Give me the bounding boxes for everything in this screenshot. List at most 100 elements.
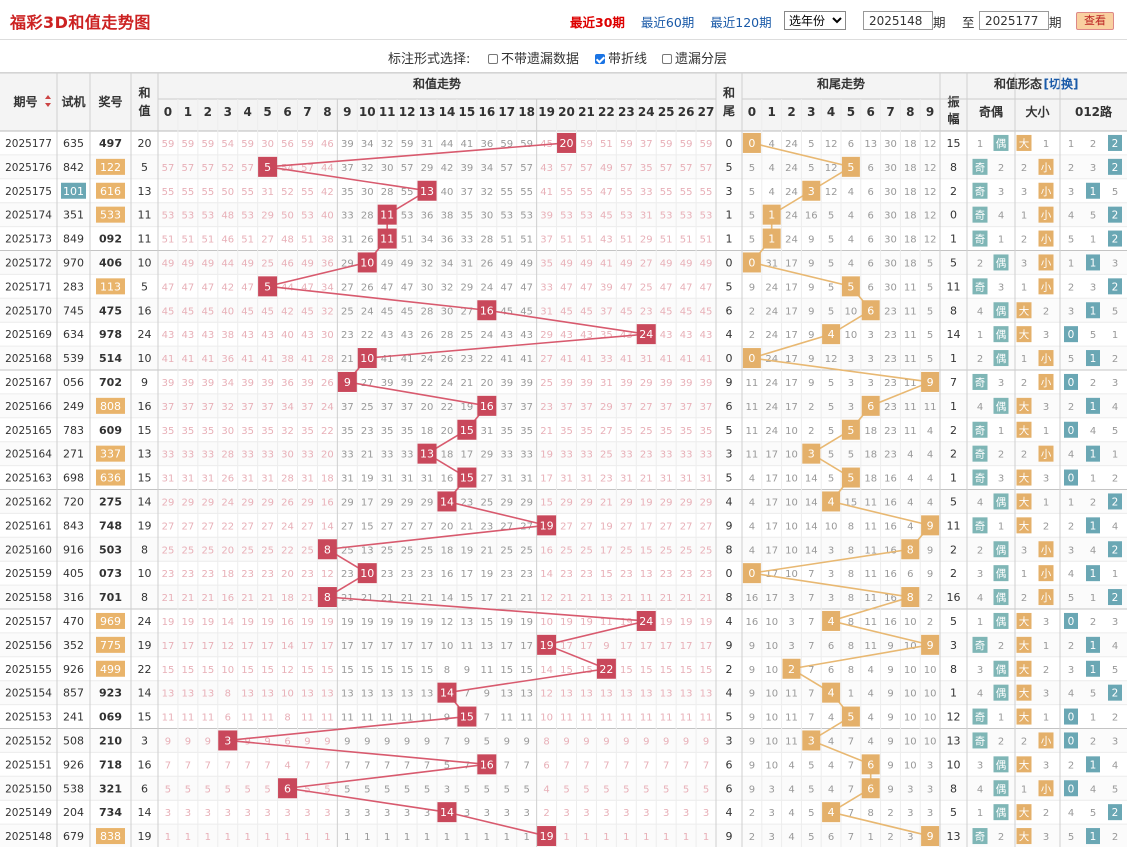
road-mark <box>1064 373 1078 390</box>
miss-value: 27 <box>401 521 414 532</box>
miss-value: 11 <box>904 378 917 389</box>
miss-value: 13 <box>680 689 693 700</box>
prize-cell: 636 <box>100 472 121 485</box>
miss-value: 13 <box>600 593 613 604</box>
recent-120-link[interactable]: 最近120期 <box>710 15 772 30</box>
miss-value: 31 <box>381 474 394 485</box>
miss-value: 12 <box>924 235 937 246</box>
big-small-label: 小 <box>1041 353 1052 365</box>
odd-even-mark <box>972 182 988 199</box>
tail-cell: 1 <box>726 209 733 222</box>
period-from-input[interactable] <box>863 11 933 30</box>
sum-column-header: 18 <box>518 105 535 119</box>
miss-value: 34 <box>421 235 434 246</box>
big-small-mark <box>1016 469 1032 486</box>
miss-value: 41 <box>182 354 195 365</box>
miss-value: 41 <box>241 354 254 365</box>
miss-value: 39 <box>700 378 713 389</box>
option-miss-layer[interactable]: 遗漏分层 <box>662 48 727 67</box>
tail-mark-label: 5 <box>847 424 854 437</box>
no-miss-checkbox[interactable] <box>488 54 498 64</box>
miss-value: 39 <box>461 163 474 174</box>
miss-value: 7 <box>464 689 470 700</box>
sum-cell: 24 <box>138 615 152 628</box>
amplitude-cell: 5 <box>950 615 957 628</box>
miss-value: 2 <box>543 808 549 819</box>
test-cell: 508 <box>63 734 84 747</box>
miss-value: 6 <box>868 211 874 222</box>
miss-value: 37 <box>401 402 414 413</box>
option-polyline[interactable]: 带折线 <box>595 48 647 67</box>
amplitude-cell: 2 <box>950 448 957 461</box>
miss-value: 45 <box>660 306 673 317</box>
period-to-input[interactable] <box>979 11 1049 30</box>
miss-value: 55 <box>301 187 314 198</box>
miss-value: 19 <box>421 617 434 628</box>
miss-value: 57 <box>680 163 693 174</box>
miss-value: 13 <box>341 689 354 700</box>
miss-value: 47 <box>500 282 513 293</box>
period-cell: 2025155 <box>5 664 52 676</box>
miss-value: 57 <box>620 163 633 174</box>
miss-value: 32 <box>221 402 234 413</box>
polyline-checkbox[interactable] <box>595 54 605 64</box>
switch-link[interactable]: [切换] <box>1044 76 1079 91</box>
sum-column-header: 13 <box>419 105 436 119</box>
year-select[interactable]: 选年份 <box>784 11 846 30</box>
miss-value: 14 <box>805 545 818 556</box>
miss-value: 23 <box>640 450 653 461</box>
miss-value: 5 <box>828 426 834 437</box>
miss-value: 33 <box>580 450 593 461</box>
miss-value: 59 <box>680 139 693 150</box>
row-stripe <box>0 585 1127 609</box>
tail-column-header: 0 <box>748 105 756 119</box>
miss-value: 5 <box>927 354 933 365</box>
tail-cell: 5 <box>726 472 733 485</box>
road-mark <box>1086 565 1100 582</box>
miss-value: 2 <box>887 832 893 843</box>
option-no-miss[interactable]: 不带遗漏数据 <box>488 48 579 67</box>
miss-value: 17 <box>580 641 593 652</box>
miss-value: 15 <box>401 665 414 676</box>
miss-value: 19 <box>500 617 513 628</box>
miss-value: 7 <box>583 760 589 771</box>
miss-value: 16 <box>221 593 234 604</box>
miss-value: 9 <box>808 258 814 269</box>
miss-value: 18 <box>281 593 294 604</box>
miss-value: 4 <box>828 784 834 795</box>
amplitude-header: 振 <box>947 94 959 109</box>
miss-value: 1 <box>683 832 689 843</box>
miss-value: 21 <box>461 521 474 532</box>
miss-value: 31 <box>640 211 653 222</box>
big-small-label: 小 <box>1041 783 1052 795</box>
miss-value: 18 <box>904 139 917 150</box>
recent-60-link[interactable]: 最近60期 <box>640 15 695 30</box>
miss-value: 26 <box>321 378 334 389</box>
recent-30-link[interactable]: 最近30期 <box>570 15 625 30</box>
sort-icon[interactable] <box>45 95 51 107</box>
miss-value: 15 <box>201 665 214 676</box>
road-label: 0 <box>1068 735 1075 747</box>
miss-value: 17 <box>182 641 195 652</box>
miss-value: 23 <box>700 569 713 580</box>
miss-value: 59 <box>201 139 214 150</box>
odd-even-label: 偶 <box>996 328 1007 341</box>
miss-value: 35 <box>540 258 553 269</box>
miss-value: 17 <box>301 641 314 652</box>
miss-value: 1 <box>1112 450 1118 461</box>
miss-value: 1 <box>225 832 231 843</box>
miss-value: 11 <box>620 713 633 724</box>
miss-value: 29 <box>520 497 533 508</box>
miss-value: 31 <box>261 187 274 198</box>
miss-value: 35 <box>580 426 593 437</box>
miss-layer-checkbox[interactable] <box>662 54 672 64</box>
miss-value: 15 <box>162 665 175 676</box>
miss-value: 7 <box>848 784 854 795</box>
miss-value: 10 <box>904 689 917 700</box>
miss-value: 12 <box>825 139 838 150</box>
miss-value: 33 <box>401 450 414 461</box>
prize-cell: 533 <box>100 209 121 222</box>
miss-value: 3 <box>603 808 609 819</box>
query-button[interactable]: 查看 <box>1076 12 1114 30</box>
miss-value: 23 <box>884 354 897 365</box>
